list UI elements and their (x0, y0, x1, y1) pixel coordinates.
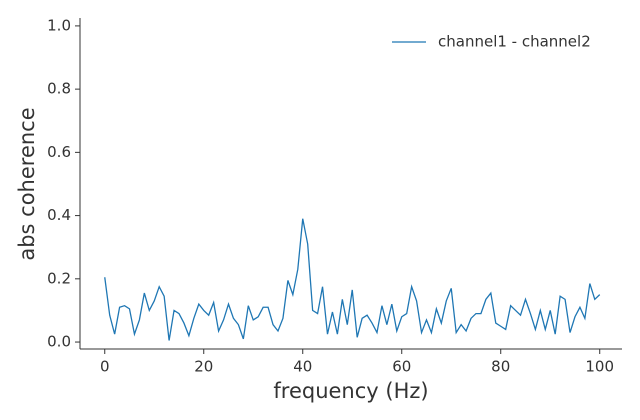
x-tick-label: 40 (293, 358, 312, 376)
y-tick-label: 1.0 (47, 16, 71, 34)
x-axis-label: frequency (Hz) (273, 379, 428, 403)
x-tick-label: 60 (392, 358, 411, 376)
y-tick-label: 0.6 (47, 143, 71, 161)
y-tick-label: 0.2 (47, 269, 71, 287)
y-tick-label: 0.0 (47, 333, 71, 351)
x-tick-label: 100 (585, 358, 614, 376)
legend-label: channel1 - channel2 (438, 33, 591, 51)
line (104, 218, 601, 341)
x-tick-label: 0 (100, 358, 110, 376)
y-tick-label: 0.4 (47, 206, 71, 224)
y-tick-label: 0.8 (47, 80, 71, 98)
y-axis-label: abs coherence (15, 107, 39, 260)
x-tick-label: 80 (491, 358, 510, 376)
x-tick-label: 20 (194, 358, 213, 376)
